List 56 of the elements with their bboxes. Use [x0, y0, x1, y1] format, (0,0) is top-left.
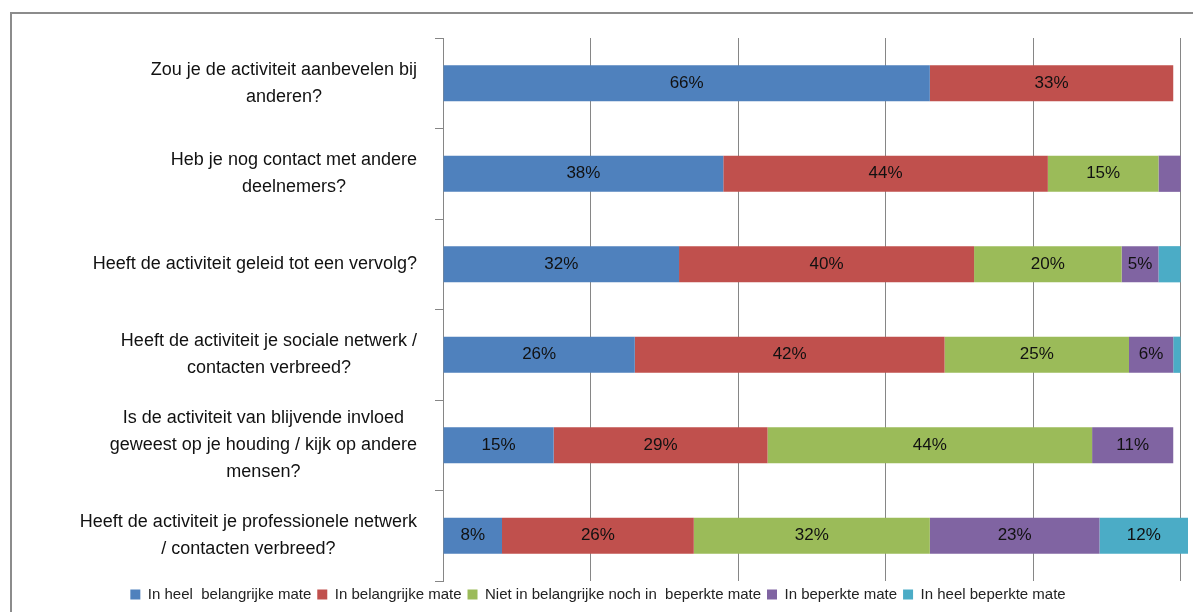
y-tick-label: Is de activiteit van blijvende invloed geweest op je houding / kijk op andere mensen?: [109, 407, 417, 482]
data-label: 29%: [643, 434, 678, 454]
data-label: 32%: [794, 525, 829, 545]
bar: [929, 65, 1174, 102]
legend-label: In heel beperkte mate: [920, 584, 1066, 602]
data-label: 26%: [522, 344, 557, 364]
data-label: 20%: [1030, 253, 1065, 273]
bar: [974, 246, 1122, 283]
y-tick-label: Heb je nog contact met andere deelnemers?: [170, 149, 417, 197]
data-label: 66%: [669, 72, 704, 92]
bar: [553, 427, 768, 464]
bar: [443, 336, 635, 373]
data-label: 33%: [1034, 72, 1069, 92]
bar: [767, 427, 1093, 464]
bar: [1047, 155, 1159, 192]
legend-label: In beperkte mate: [784, 584, 898, 602]
data-label: 25%: [1019, 344, 1054, 364]
bar: [1173, 336, 1181, 373]
data-label: 8%: [460, 525, 486, 545]
data-label: 12%: [1126, 525, 1161, 545]
legend-label: Niet in belangrijke noch in beperkte mate: [485, 584, 762, 602]
y-tick-label: Heeft de activiteit geleid tot een vervolg?: [92, 253, 417, 274]
bar: [1158, 155, 1181, 192]
y-tick-label: Zou je de activiteit aanbevelen bij anderen?: [150, 58, 417, 106]
bar: [443, 155, 724, 192]
bar: [679, 246, 975, 283]
bar: [443, 246, 680, 283]
bar: [693, 517, 930, 554]
data-label: 15%: [1086, 163, 1121, 183]
data-label: 23%: [997, 525, 1032, 545]
bar: [502, 517, 694, 554]
bar: [944, 336, 1129, 373]
bar: [723, 155, 1048, 192]
data-label: 44%: [868, 163, 903, 183]
y-tick-label: Heeft de activiteit je sociale netwerk / contacten verbreed?: [120, 330, 417, 378]
bar: [443, 427, 554, 464]
data-label: 42%: [772, 344, 807, 364]
legend-label: In belangrijke mate: [334, 584, 462, 602]
bar: [443, 517, 503, 554]
legend-label: In heel belangrijke mate: [147, 584, 312, 602]
bar: [634, 336, 945, 373]
data-label: 40%: [809, 253, 844, 273]
data-label: 15%: [481, 434, 516, 454]
y-tick-label: Heeft de activiteit je professionele netwerk / contacten verbreed?: [79, 511, 418, 559]
bar: [1158, 246, 1181, 283]
data-label: 6%: [1138, 344, 1164, 364]
data-label: 11%: [1116, 434, 1150, 454]
bar: [929, 517, 1100, 554]
bar: [443, 65, 930, 102]
data-label: 32%: [544, 253, 579, 273]
data-label: 44%: [912, 434, 947, 454]
bar: [1099, 517, 1188, 554]
data-label: 38%: [566, 163, 601, 183]
data-label: 5%: [1127, 253, 1153, 273]
bar: [1092, 427, 1174, 464]
data-label: 26%: [580, 525, 615, 545]
